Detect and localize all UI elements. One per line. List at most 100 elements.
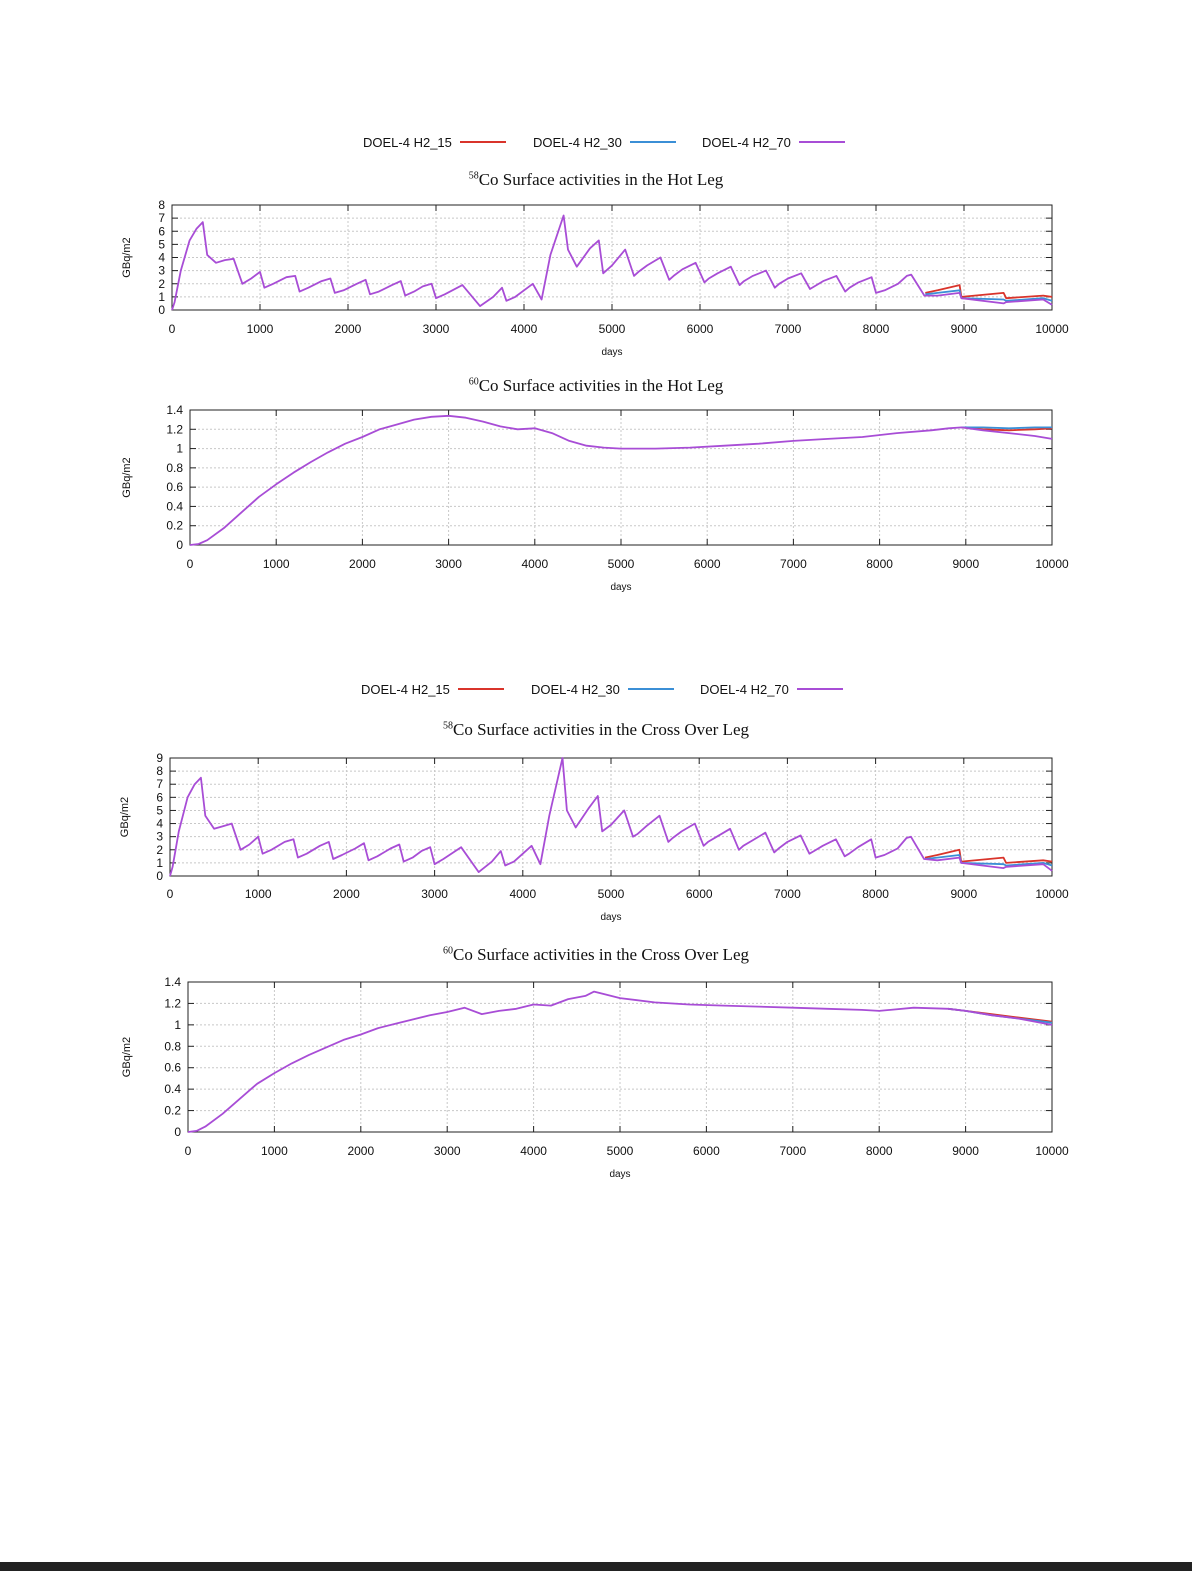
chart-co60-hot-leg: 0 0.2 0.4 0.6 0.8 1 1.2 1.4 0 1000 2000 3000 4000 500…	[121, 403, 1069, 593]
y-tick-label: 1.4	[164, 975, 181, 989]
chart-co60-cross-over-leg: 0 0.2 0.4 0.6 0.8 1 1.2 1.4 0 1000 2000 3000 4000 500…	[121, 975, 1069, 1180]
chart-title-co60-hot-leg: 60Co Surface activities in the Hot Leg	[0, 376, 1192, 396]
series-line-doel-4-h2-70	[169, 757, 1053, 877]
x-tick-label: 9000	[952, 1144, 979, 1158]
x-tick-label: 5000	[598, 887, 625, 901]
x-tick-label: 6000	[694, 557, 721, 571]
x-tick-label: 9000	[950, 887, 977, 901]
y-tick-label: 0	[174, 1125, 181, 1139]
x-tick-label: 5000	[608, 557, 635, 571]
y-tick-label: 3	[158, 264, 165, 278]
y-tick-label: 0	[156, 869, 163, 883]
y-tick-label: 5	[156, 803, 163, 817]
title-superscript: 60	[468, 376, 479, 388]
y-tick-label: 0.2	[166, 519, 183, 533]
y-tick-label: 4	[158, 251, 165, 265]
y-tick-label: 0	[176, 538, 183, 552]
y-tick-label: 8	[156, 764, 163, 778]
x-tick-label: 5000	[599, 322, 626, 336]
x-tick-label: 7000	[774, 887, 801, 901]
y-tick-label: 4	[156, 817, 163, 831]
y-axis-label: GBq/m2	[119, 797, 131, 837]
x-axis-label: days	[610, 582, 631, 593]
y-tick-label: 9	[156, 751, 163, 765]
x-tick-label: 2000	[335, 322, 362, 336]
plot-frame	[171, 204, 1053, 311]
x-axis-label: days	[601, 347, 622, 358]
x-tick-label: 3000	[423, 322, 450, 336]
x-tick-label: 2000	[349, 557, 376, 571]
legend-item-h2-15: DOEL-4 H2_15	[363, 130, 506, 154]
series-line-doel-4-h2-30	[925, 289, 1053, 302]
title-superscript: 58	[442, 720, 453, 732]
legend-item-h2-70: DOEL-4 H2_70	[700, 677, 843, 701]
x-tick-label: 6000	[686, 887, 713, 901]
series-line-doel-4-h2-15	[925, 284, 1053, 300]
x-tick-label: 8000	[866, 557, 893, 571]
y-tick-label: 1	[176, 442, 183, 456]
y-tick-label: 1.2	[164, 996, 181, 1010]
x-tick-label: 10000	[1035, 1144, 1069, 1158]
y-tick-label: 1	[156, 856, 163, 870]
x-tick-label: 7000	[775, 322, 802, 336]
x-tick-label: 10000	[1035, 557, 1069, 571]
y-tick-label: 7	[156, 777, 163, 791]
legend-swatch	[627, 688, 674, 690]
x-tick-label: 2000	[333, 887, 360, 901]
x-tick-label: 9000	[952, 557, 979, 571]
y-tick-label: 1	[158, 290, 165, 304]
plot-frame	[187, 981, 1053, 1133]
y-tick-label: 0.8	[164, 1039, 181, 1053]
x-tick-label: 4000	[511, 322, 538, 336]
chart-title-co58-cross-over-leg: 58Co Surface activities in the Cross Ove…	[0, 720, 1192, 740]
y-tick-label: 1.2	[166, 422, 183, 436]
legend-item-h2-30: DOEL-4 H2_30	[531, 677, 674, 701]
title-text: Co Surface activities in the Hot Leg	[478, 170, 724, 189]
x-tick-label: 9000	[951, 322, 978, 336]
x-tick-label: 7000	[779, 1144, 806, 1158]
x-tick-label: 10000	[1035, 322, 1069, 336]
legend-item-h2-70: DOEL-4 H2_70	[702, 130, 845, 154]
y-tick-label: 0.8	[166, 461, 183, 475]
series-line-doel-4-h2-30	[961, 426, 1052, 430]
x-tick-label: 7000	[780, 557, 807, 571]
x-tick-label: 8000	[863, 322, 890, 336]
legend-label: DOEL-4 H2_30	[533, 134, 622, 150]
legend-swatch	[798, 141, 845, 143]
y-tick-label: 0.4	[166, 499, 183, 513]
page-bottom-edge	[0, 1562, 1192, 1571]
y-tick-label: 6	[156, 790, 163, 804]
x-tick-label: 3000	[435, 557, 462, 571]
y-tick-label: 1.4	[166, 403, 183, 417]
y-tick-label: 6	[158, 224, 165, 238]
plot-frame	[169, 757, 1053, 877]
legend-label: DOEL-4 H2_70	[700, 681, 789, 697]
legend-top: DOEL-4 H2_15 DOEL-4 H2_30 DOEL-4 H2_70	[0, 130, 1192, 154]
y-tick-label: 5	[158, 237, 165, 251]
x-tick-label: 0	[167, 887, 174, 901]
x-axis-label: days	[609, 1169, 630, 1180]
y-axis-label: GBq/m2	[121, 1037, 133, 1077]
x-tick-label: 1000	[245, 887, 272, 901]
y-tick-label: 7	[158, 211, 165, 225]
series-line-doel-4-h2-30	[924, 854, 1053, 867]
legend-swatch	[457, 688, 504, 690]
chart-title-co58-hot-leg: 58Co Surface activities in the Hot Leg	[0, 170, 1192, 190]
y-tick-label: 1	[174, 1018, 181, 1032]
y-tick-label: 0.6	[164, 1061, 181, 1075]
series-line-doel-4-h2-15	[924, 848, 1053, 864]
y-tick-label: 8	[158, 198, 165, 212]
legend-label: DOEL-4 H2_30	[531, 681, 620, 697]
y-tick-label: 3	[156, 830, 163, 844]
legend-swatch	[796, 688, 843, 690]
x-axis-label: days	[600, 912, 621, 923]
title-superscript: 60	[442, 945, 453, 957]
y-tick-label: 0	[158, 303, 165, 317]
legend-item-h2-15: DOEL-4 H2_15	[361, 677, 504, 701]
y-tick-label: 2	[156, 843, 163, 857]
x-tick-label: 0	[185, 1144, 192, 1158]
legend-label: DOEL-4 H2_15	[361, 681, 450, 697]
legend-swatch	[629, 141, 676, 143]
plot-frame	[189, 409, 1053, 546]
